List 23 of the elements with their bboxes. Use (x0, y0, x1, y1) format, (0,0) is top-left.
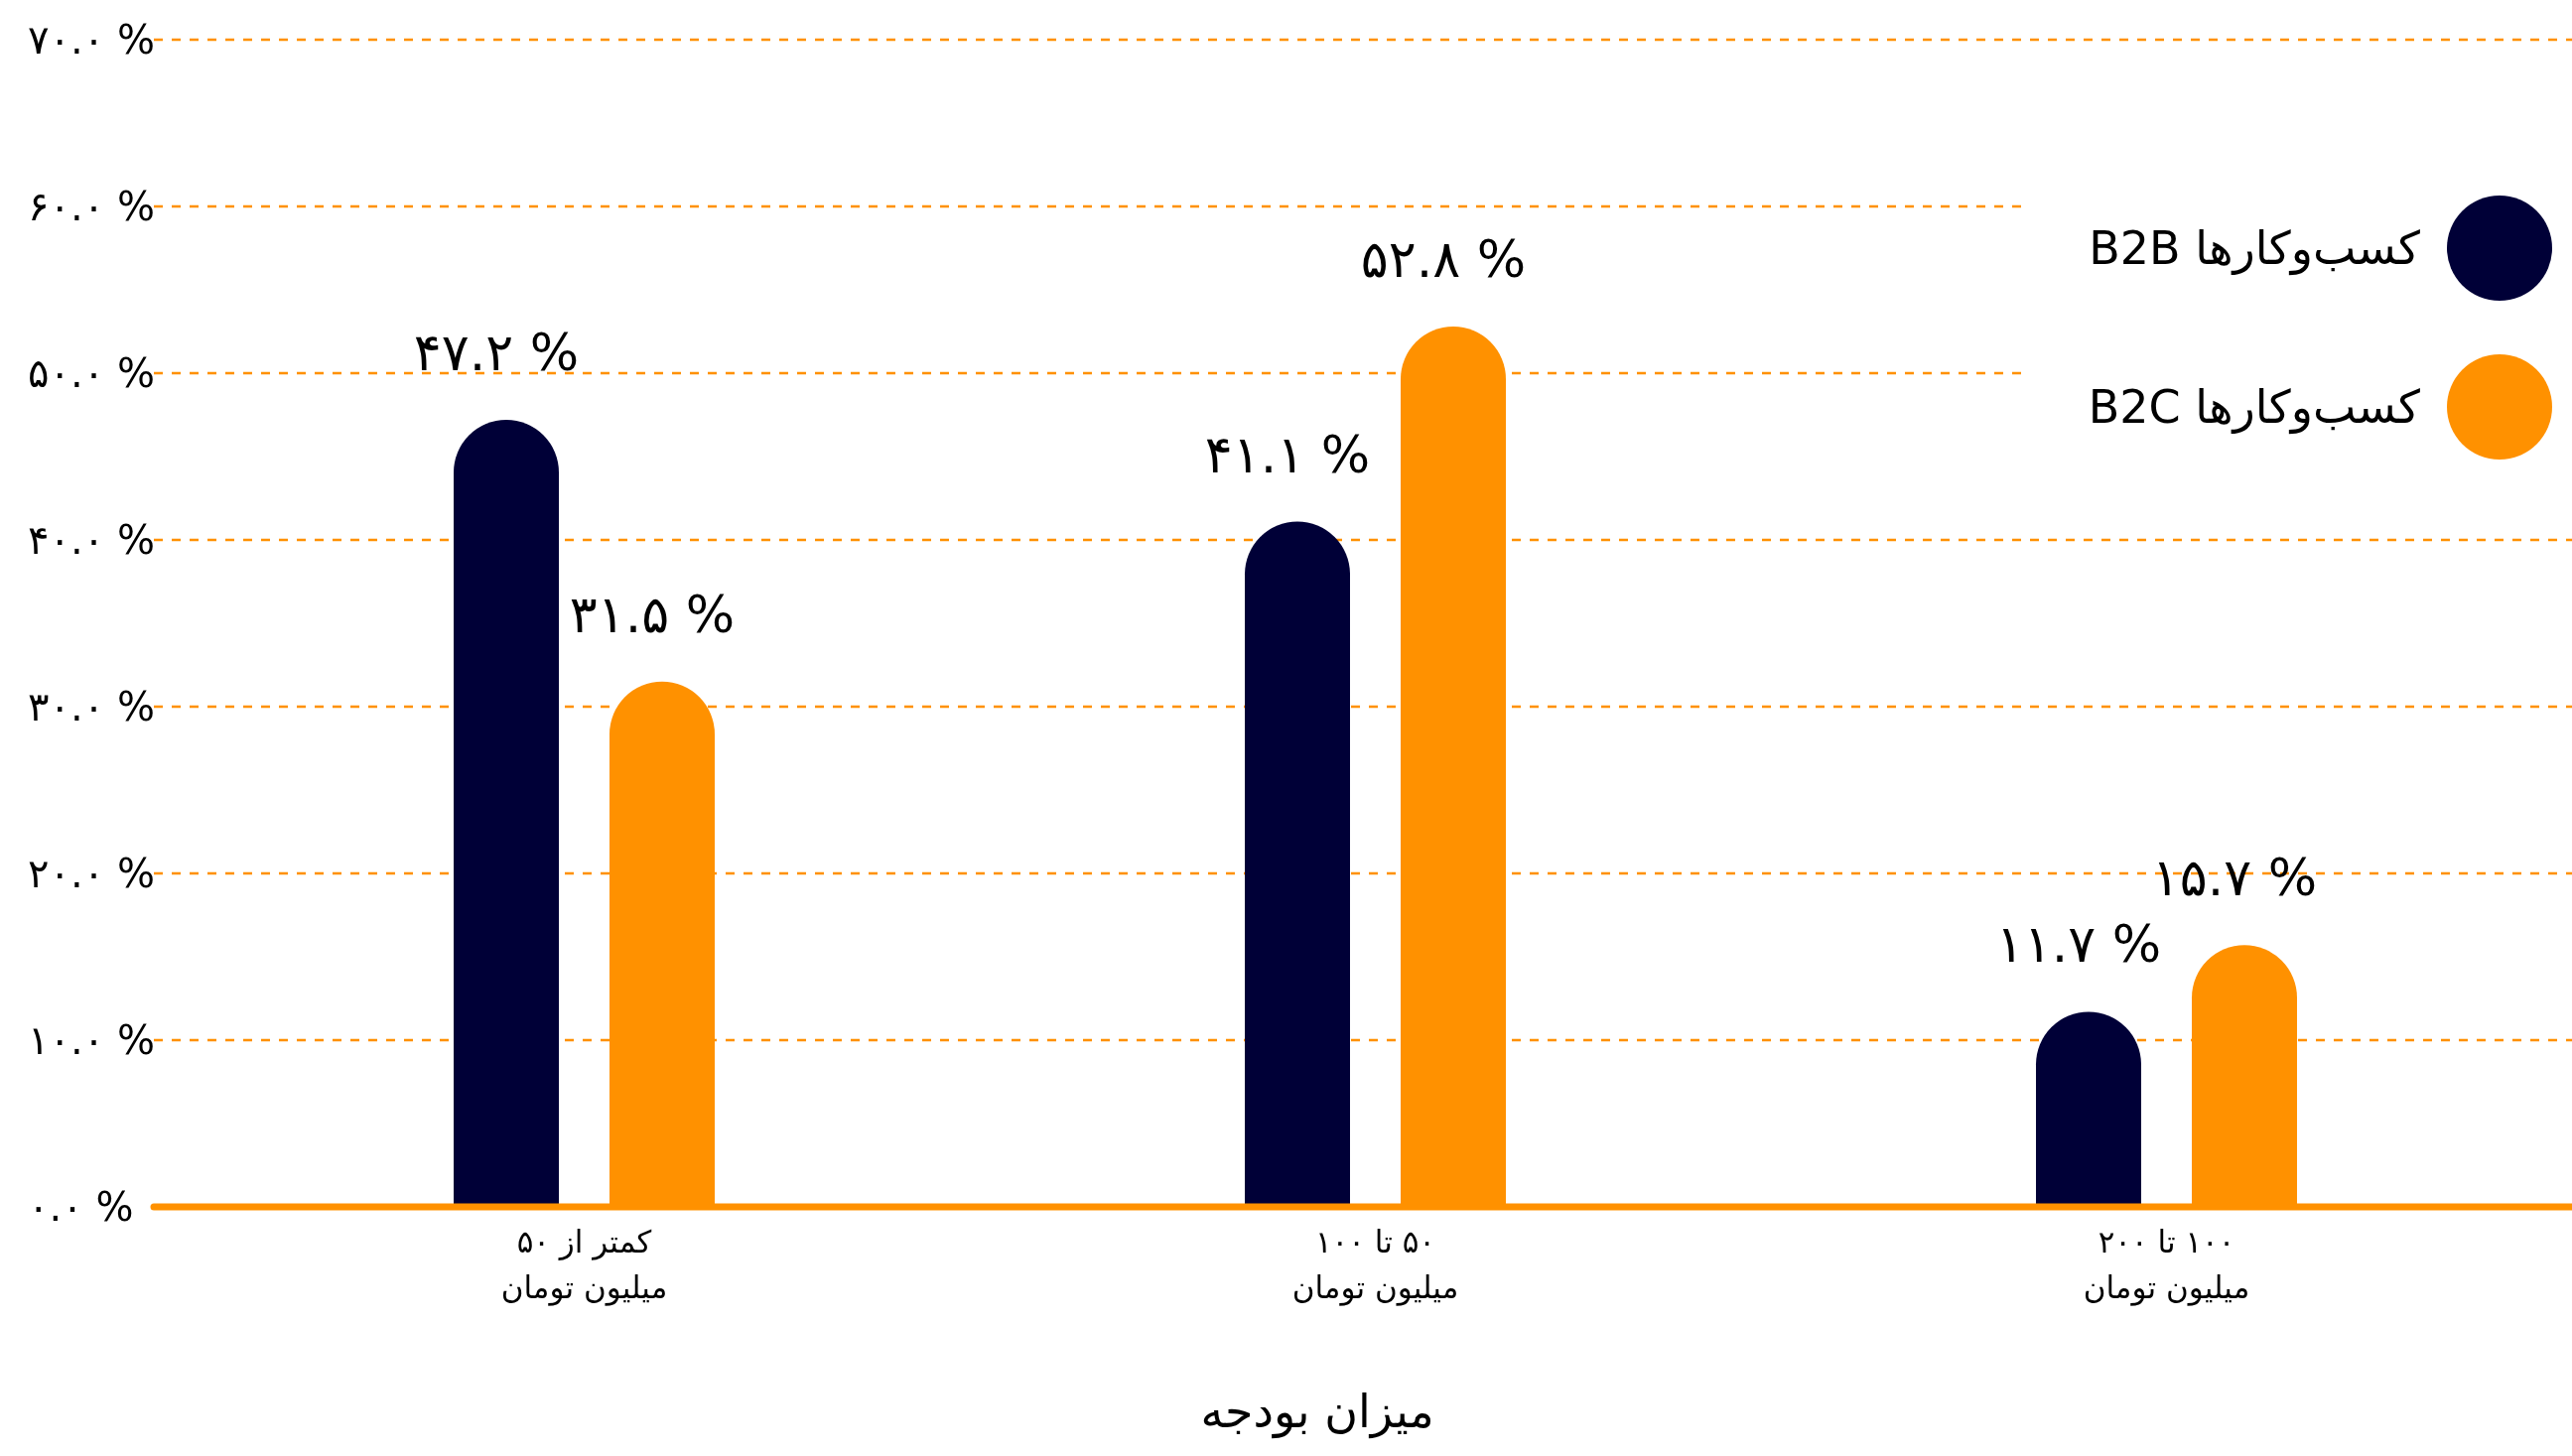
data-label: ۵۲.۸ % (1360, 228, 1527, 289)
y-tick-label: ۷۰.۰ % (28, 17, 155, 63)
data-label: ۴۷.۲ % (413, 323, 580, 383)
y-tick-label: ۵۰.۰ % (28, 350, 155, 396)
x-axis-title: میزان بودجه (1200, 1385, 1434, 1439)
x-tick-label: کمتر از ۵۰ میلیون تومان (500, 1224, 668, 1306)
data-label: ۱۵.۷ % (2151, 848, 2318, 908)
x-tick-label: ۵۰ تا ۱۰۰ میلیون تومان (1291, 1224, 1459, 1306)
y-tick-label: ۱۰.۰ % (28, 1017, 155, 1063)
data-label: ۴۱.۱ % (1204, 424, 1371, 484)
x-tick-label: ۱۰۰ تا ۲۰۰ میلیون تومان (2083, 1224, 2250, 1306)
y-tick-label: ۲۰.۰ % (28, 851, 155, 896)
bar (2036, 1011, 2141, 1207)
y-tick-label: ۶۰.۰ % (28, 184, 155, 229)
y-tick-label: ۰.۰ % (28, 1184, 134, 1230)
y-tick-label: ۳۰.۰ % (28, 684, 155, 729)
y-tick-label: ۴۰.۰ % (28, 517, 155, 563)
legend-label: کسب‌وکارها B2C (2088, 380, 2421, 435)
bar (454, 420, 559, 1207)
legend-label: کسب‌وکارها B2B (2089, 221, 2421, 276)
bar (1245, 521, 1350, 1207)
data-label: ۳۱.۵ % (569, 584, 736, 644)
data-label: ۱۱.۷ % (1995, 914, 2162, 975)
